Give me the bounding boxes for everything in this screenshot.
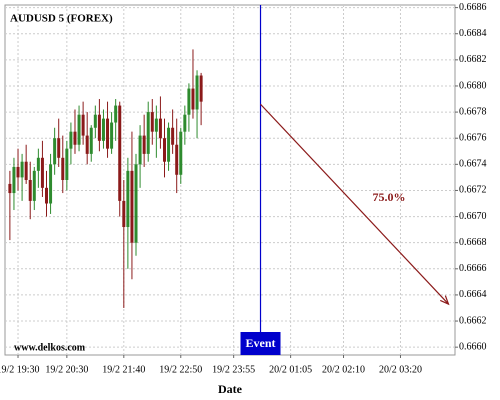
candle-body [126, 170, 130, 228]
candle-body [110, 122, 114, 149]
y-tick-label: 0.6670 [459, 211, 487, 222]
candle-body [199, 75, 203, 102]
candle-body [81, 114, 85, 136]
candle-body [65, 148, 69, 180]
candle-body [73, 131, 77, 145]
y-tick-label: 0.6662 [459, 315, 487, 326]
x-tick-label: 19/2 19:30 [0, 364, 40, 375]
candle-body [195, 75, 199, 110]
candle-body [89, 127, 93, 154]
candle-body [158, 118, 162, 139]
y-tick-label: 0.6660 [459, 341, 487, 352]
y-tick-label: 0.6672 [459, 185, 487, 196]
x-tick-label: 20/2 02:10 [322, 364, 365, 375]
candle-body [122, 200, 126, 228]
x-axis-label: Date [218, 382, 243, 396]
candle-body [167, 127, 171, 162]
candle-body [20, 161, 24, 178]
y-tick-label: 0.6682 [459, 54, 487, 65]
candle-body [77, 114, 81, 145]
candle-body [134, 164, 138, 243]
candle-body [191, 88, 195, 110]
candle-body [101, 118, 105, 141]
candle-body [28, 180, 32, 201]
candle-body [12, 166, 16, 194]
candle-body [53, 138, 57, 165]
x-tick-label: 19/2 23:55 [212, 364, 255, 375]
candle-body [32, 170, 36, 201]
candle-body [69, 131, 73, 149]
candle-body [36, 157, 40, 171]
candle-body [45, 187, 49, 204]
y-tick-label: 0.6678 [459, 106, 487, 117]
arrow-head [440, 295, 450, 306]
x-tick-label: 19/2 20:30 [45, 364, 88, 375]
y-tick-label: 0.6668 [459, 237, 487, 248]
watermark: www.delkos.com [14, 342, 86, 353]
candle-body [138, 135, 142, 165]
x-tick-label: 19/2 22:50 [159, 364, 202, 375]
candle-body [49, 164, 53, 204]
candle-body [24, 161, 28, 180]
candle-body [16, 166, 20, 178]
candle-body [85, 135, 89, 154]
y-tick-label: 0.6666 [459, 263, 487, 274]
event-box [240, 332, 281, 355]
x-tick-label: 19/2 21:40 [102, 364, 145, 375]
chart-title: AUDUSD 5 (FOREX) [10, 13, 113, 25]
y-tick-label: 0.6674 [459, 159, 487, 170]
y-tick-label: 0.6686 [459, 2, 487, 13]
arrow-label: 75.0% [373, 190, 406, 204]
candle-body [150, 112, 154, 132]
candle-body [183, 114, 187, 132]
candle-body [114, 105, 118, 123]
candle-body [179, 131, 183, 175]
y-tick-label: 0.6684 [459, 28, 487, 39]
y-tick-label: 0.6676 [459, 133, 487, 144]
x-tick-label: 20/2 03:20 [379, 364, 422, 375]
candle-body [93, 114, 97, 128]
candle-body [61, 157, 65, 180]
candle-body [162, 138, 166, 162]
candle-body [154, 118, 158, 132]
candle-body [40, 157, 44, 188]
x-tick-label: 20/2 01:05 [269, 364, 312, 375]
y-tick-label: 0.6664 [459, 289, 487, 300]
y-tick-label: 0.6680 [459, 80, 487, 91]
plot-area [4, 4, 456, 356]
candle-body [106, 118, 110, 149]
candle-body [187, 88, 191, 115]
candle-body [175, 144, 179, 175]
candle-body [97, 114, 101, 141]
candle-body [57, 138, 61, 158]
forecast-arrow [260, 103, 449, 305]
event-label: Event [246, 336, 276, 350]
candle-body [171, 127, 175, 145]
candle-body [130, 170, 134, 243]
candle-body [8, 183, 12, 194]
candle-body [146, 112, 150, 154]
candle-body [142, 135, 146, 154]
candle-body [118, 105, 122, 201]
